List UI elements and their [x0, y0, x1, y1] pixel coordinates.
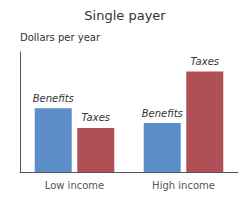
- svg-text:Single payer: Single payer: [84, 8, 166, 23]
- svg-text:High income: High income: [152, 180, 215, 191]
- svg-text:Benefits: Benefits: [142, 108, 183, 119]
- svg-text:Taxes: Taxes: [82, 112, 110, 123]
- svg-text:Low income: Low income: [45, 180, 105, 191]
- svg-text:Dollars per year: Dollars per year: [20, 32, 101, 43]
- svg-text:Taxes: Taxes: [191, 56, 219, 67]
- svg-text:Benefits: Benefits: [33, 93, 74, 104]
